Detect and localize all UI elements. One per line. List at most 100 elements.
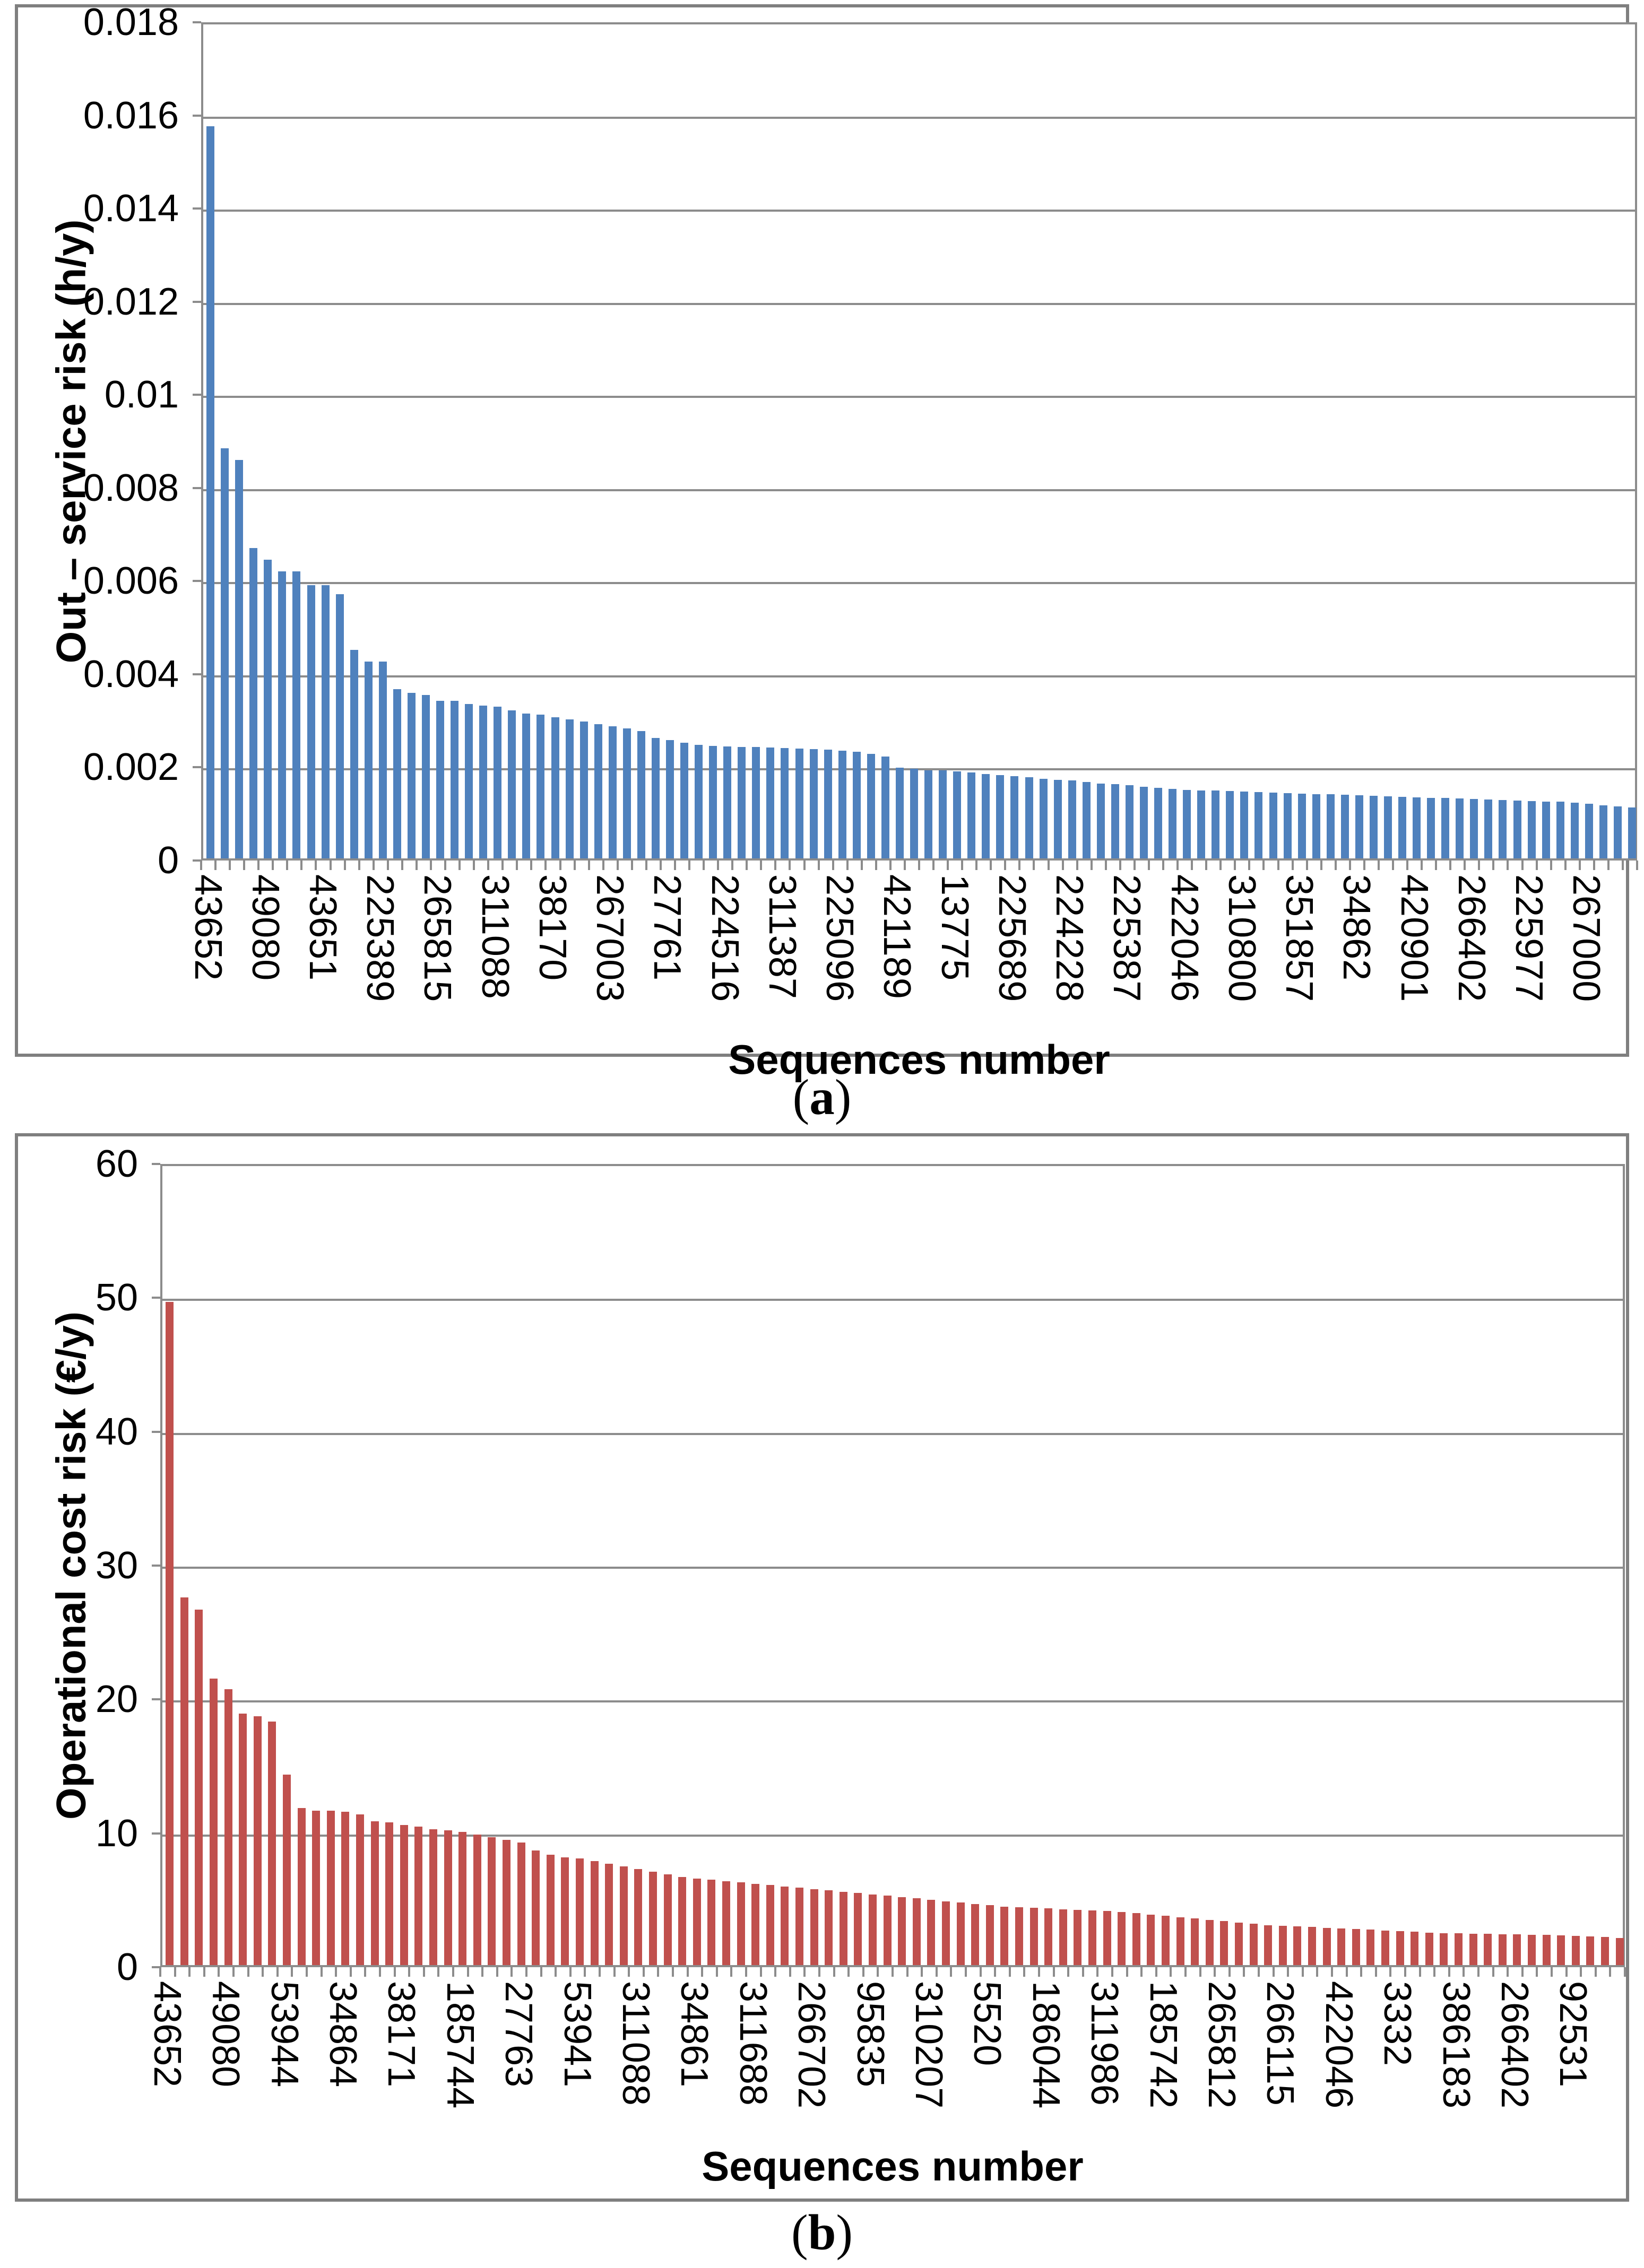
- x-tick-mark: [1219, 861, 1222, 870]
- x-tick-label: 224228: [1048, 874, 1091, 1002]
- gridline: [162, 1433, 1623, 1435]
- x-tick-mark: [174, 1967, 176, 1977]
- x-tick-mark: [862, 1967, 864, 1977]
- x-tick-mark: [1111, 1967, 1113, 1977]
- bar: [1044, 1908, 1052, 1965]
- bar: [341, 1812, 349, 1965]
- x-tick-mark: [961, 861, 963, 870]
- bar: [1111, 784, 1119, 858]
- x-tick-mark: [218, 1967, 220, 1977]
- bar: [1206, 1920, 1214, 1965]
- y-tick-label: 0: [157, 839, 179, 882]
- bar: [1308, 1927, 1316, 1965]
- bar: [637, 731, 645, 858]
- x-axis-title-b: Sequences number: [702, 2143, 1084, 2189]
- x-tick-mark: [645, 861, 647, 870]
- x-tick-mark: [643, 1967, 645, 1977]
- x-tick-label: 3332: [1376, 1981, 1418, 2066]
- x-tick-mark: [1205, 861, 1207, 870]
- bar: [620, 1866, 628, 1965]
- x-tick-mark: [617, 861, 619, 870]
- x-tick-label: 53941: [556, 1981, 599, 2088]
- x-tick-mark: [401, 861, 403, 870]
- bar: [1132, 1913, 1140, 1965]
- x-tick-mark: [717, 861, 719, 870]
- x-tick-mark: [1346, 1967, 1348, 1977]
- x-tick-mark: [408, 1967, 410, 1977]
- bar: [1543, 1935, 1551, 1965]
- bar: [576, 1858, 584, 1965]
- bar: [1235, 1923, 1243, 1965]
- x-tick-mark: [701, 1967, 703, 1977]
- x-tick-mark: [306, 1967, 308, 1977]
- x-tick-mark: [379, 1967, 381, 1977]
- bar: [566, 719, 574, 858]
- bar: [312, 1811, 320, 1965]
- x-tick-mark: [467, 1967, 469, 1977]
- x-tick-mark: [574, 861, 576, 870]
- x-tick-mark: [1507, 1967, 1509, 1977]
- gridline: [162, 1567, 1623, 1569]
- x-tick-label: 267003: [589, 874, 631, 1002]
- x-tick-mark: [584, 1967, 586, 1977]
- bar: [707, 1880, 715, 1965]
- x-tick-mark: [731, 861, 733, 870]
- x-tick-label: 266402: [1450, 874, 1493, 1002]
- bar: [738, 747, 746, 858]
- x-tick-mark: [965, 1967, 967, 1977]
- x-tick-mark: [473, 861, 475, 870]
- x-tick-mark: [1419, 1967, 1421, 1977]
- bar: [1425, 1933, 1433, 1965]
- x-tick-label: 27763: [497, 1981, 540, 2088]
- x-tick-mark: [904, 861, 906, 870]
- bar: [1240, 792, 1248, 858]
- x-tick-mark: [1277, 861, 1279, 870]
- bar: [898, 1897, 906, 1965]
- bar: [1586, 1936, 1594, 1965]
- x-tick-mark: [631, 861, 633, 870]
- x-tick-mark: [1521, 861, 1524, 870]
- bar: [350, 650, 358, 858]
- x-tick-label: 311088: [474, 874, 516, 999]
- x-tick-mark: [1199, 1967, 1201, 1977]
- y-tick-mark: [193, 21, 201, 23]
- bar: [884, 1896, 892, 1965]
- bar: [414, 1827, 422, 1965]
- gridline: [203, 582, 1635, 584]
- bar: [1499, 1934, 1507, 1965]
- x-tick-mark: [569, 1967, 572, 1977]
- bar: [1513, 801, 1521, 858]
- x-tick-mark: [1609, 1967, 1611, 1977]
- gridline: [203, 303, 1635, 305]
- bar: [1398, 797, 1406, 858]
- y-tick-label: 0.016: [83, 94, 179, 137]
- x-tick-mark: [159, 1967, 161, 1977]
- x-tick-mark: [789, 1967, 791, 1977]
- caption-b-letter: b: [808, 2204, 836, 2261]
- bar: [652, 738, 660, 858]
- bar: [1298, 794, 1306, 858]
- x-tick-mark: [423, 1967, 425, 1977]
- x-tick-mark: [1421, 861, 1423, 870]
- x-tick-mark: [1162, 861, 1164, 870]
- x-tick-mark: [364, 1967, 366, 1977]
- y-tick-mark: [152, 1966, 160, 1968]
- bar: [264, 560, 272, 858]
- x-tick-mark: [1449, 861, 1451, 870]
- x-tick-mark: [602, 861, 604, 870]
- x-tick-mark: [1579, 861, 1581, 870]
- x-tick-mark: [1096, 1967, 1098, 1977]
- x-tick-mark: [818, 1967, 820, 1977]
- bar: [1068, 780, 1076, 858]
- bar: [853, 752, 861, 858]
- bar: [1366, 1930, 1374, 1965]
- x-tick-label: 310800: [1221, 874, 1263, 1002]
- x-tick-label: 311986: [1083, 1981, 1126, 2106]
- bar: [1413, 797, 1421, 858]
- bar: [1557, 1935, 1565, 1965]
- x-tick-mark: [300, 861, 302, 870]
- bar: [1226, 791, 1234, 858]
- x-tick-mark: [350, 1967, 352, 1977]
- x-tick-mark: [344, 861, 346, 870]
- bar: [766, 1885, 774, 1965]
